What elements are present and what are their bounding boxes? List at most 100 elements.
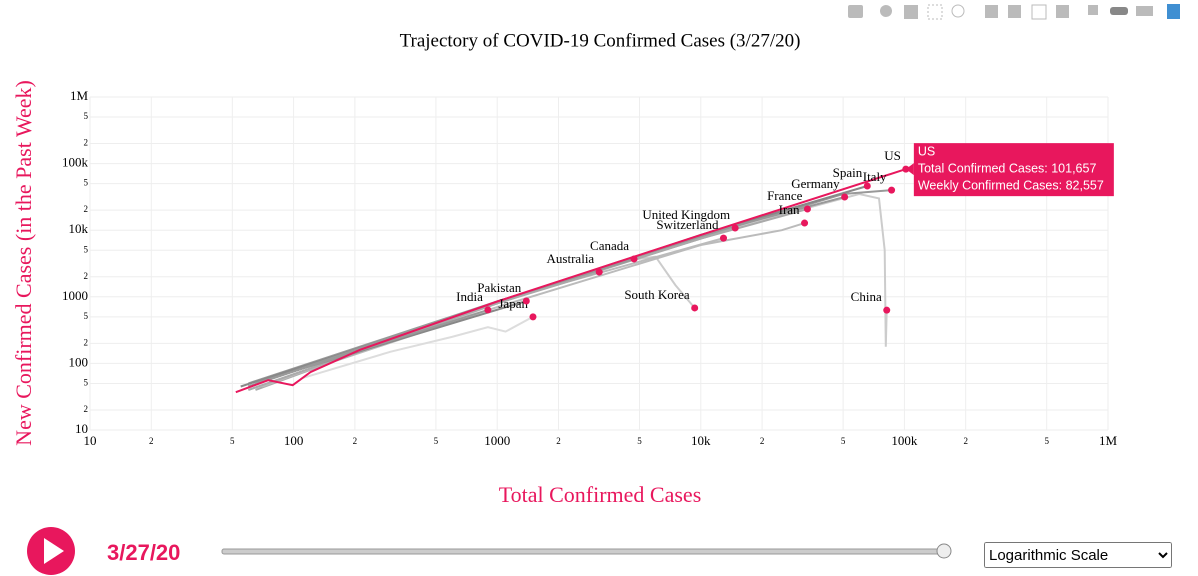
play-button[interactable] [27,527,75,575]
y-tick-label: 5 [84,111,89,121]
slider-thumb[interactable] [936,543,952,559]
zoom-out-icon[interactable] [1008,5,1021,18]
end-point [731,224,739,232]
plotly-logo[interactable] [1167,4,1180,19]
zoom-in-icon[interactable] [985,5,998,18]
end-point [888,186,896,194]
spike-icon[interactable] [1088,5,1098,15]
y-tick-label: 1000 [62,288,88,303]
autoscale-icon[interactable] [1031,4,1047,20]
end-point [841,193,849,201]
hover-line: Total Confirmed Cases: 101,657 [918,161,1097,175]
end-point [803,205,811,213]
modebar [848,4,1180,20]
x-tick-label: 5 [230,436,235,446]
y-tick-label: 5 [84,178,89,188]
country-label: Spain [833,165,863,180]
reset-icon[interactable] [1056,5,1069,18]
country-label: Japan [498,296,528,311]
lasso-icon[interactable] [951,4,965,18]
trajectory-line [248,271,600,391]
y-tick-label: 2 [84,204,89,214]
lines [235,168,907,394]
x-tick-label: 2 [149,436,154,446]
end-point [522,297,530,305]
country-label: United Kingdom [642,207,730,222]
points: China South Korea Japan Iran ItalySpainGerma… [456,148,910,321]
hover-line: Weekly Confirmed Cases: 82,557 [918,178,1104,192]
y-tick-label: 10 [75,421,88,436]
x-tick-label: 1M [1099,433,1118,448]
hover-compare-icon[interactable] [1136,6,1153,16]
hover-closest-icon[interactable] [1110,7,1128,15]
x-tick-label: 100 [284,433,304,448]
y-tick-label: 2 [84,138,89,148]
country-label: Switzerland [656,217,719,232]
hover-title: US [918,144,935,158]
country-label: Canada [590,238,629,253]
end-point [720,234,728,242]
country-label: Italy [863,169,887,184]
y-tick-label: 1M [70,88,89,103]
end-point [691,304,699,312]
x-tick-label: 5 [434,436,439,446]
end-point [529,313,537,321]
country-label: US [884,148,901,163]
pan-icon[interactable] [904,5,918,19]
x-tick-label: 2 [556,436,561,446]
x-tick-label: 2 [963,436,968,446]
hover-pointer [905,163,914,176]
country-label: Iran [779,202,800,217]
x-tick-label: 10 [84,433,97,448]
y-tick-label: 5 [84,244,89,254]
scale-select[interactable]: Logarithmic Scale [984,542,1172,568]
y-tick-label: 2 [84,337,89,347]
x-tick-label: 5 [841,436,846,446]
hover-label: US Total Confirmed Cases: 101,657 Weekly C… [905,143,1114,197]
trajectory-line [301,315,534,380]
x-tick-label: 2 [353,436,358,446]
x-tick-label: 10k [691,433,711,448]
y-tick-label: 100k [62,155,89,170]
date-label: 3/27/20 [107,540,180,565]
play-icon[interactable] [44,538,64,564]
x-tick-label: 100k [891,433,918,448]
chart-title: Trajectory of COVID-19 Confirmed Cases (… [400,30,801,51]
y-tick-label: 2 [84,271,89,281]
camera-icon[interactable] [848,5,863,18]
y-tick-label: 2 [84,404,89,414]
country-label: Pakistan [477,280,522,295]
box-select-icon[interactable] [927,4,943,20]
grid: 10 2 5 100 2 5 1000 2 5 10k 2 5 100k 2 5 1M 10 2 5 100 2 5 100… [62,88,1117,448]
country-label: France [767,188,803,203]
y-tick-label: 10k [69,221,89,236]
y-tick-label: 5 [84,378,89,388]
trajectory-line [255,227,736,391]
end-point [883,306,891,314]
x-axis-title: Total Confirmed Cases [499,482,702,507]
y-tick-label: 100 [69,354,89,369]
hover-box [913,143,1114,197]
zoom-icon[interactable] [880,5,892,17]
x-tick-label: 5 [1044,436,1049,446]
end-point [863,182,871,190]
end-point [801,219,809,227]
x-tick-label: 2 [760,436,765,446]
country-label: South Korea [624,287,690,302]
end-point [630,255,638,263]
x-tick-label: 1000 [484,433,510,448]
country-label: Germany [791,176,840,191]
y-axis-title: New Confirmed Cases (in the Past Week) [11,80,36,446]
end-point [595,268,603,276]
country-label: India [456,289,483,304]
end-point [484,306,492,314]
x-tick-label: 5 [637,436,642,446]
country-label: China [851,289,882,304]
country-label: Australia [547,251,595,266]
slider-track[interactable] [221,548,945,555]
y-tick-label: 5 [84,311,89,321]
trajectory-line [261,237,724,388]
trajectory-line [235,168,907,394]
